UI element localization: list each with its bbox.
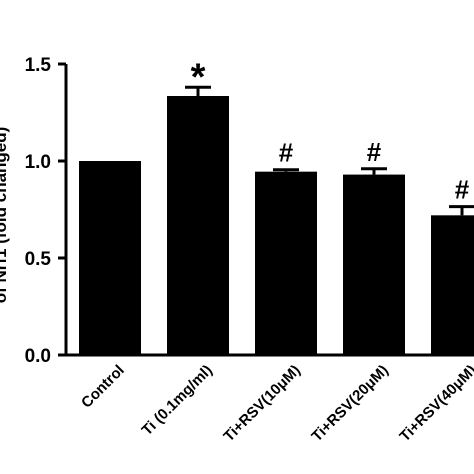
y-tick-label: 1.0 bbox=[25, 152, 51, 173]
x-tick-label: Control bbox=[78, 362, 128, 412]
bar bbox=[343, 174, 405, 355]
y-tick-label: 0.0 bbox=[25, 346, 51, 367]
significance-marker: # bbox=[367, 137, 382, 167]
y-axis-label: of Nrf1 (fold changed) bbox=[0, 127, 10, 304]
bars: * # # # bbox=[79, 56, 474, 355]
x-tick-label: Ti+RSV(20μM) bbox=[308, 362, 391, 445]
x-tick-label: Ti+RSV(40μM) bbox=[396, 362, 474, 445]
bar bbox=[167, 96, 229, 355]
bar bbox=[431, 215, 474, 355]
y-ticks: 0.0 0.5 1.0 1.5 bbox=[25, 55, 66, 367]
significance-marker: # bbox=[279, 138, 294, 168]
x-tick-label: Ti+RSV(10μM) bbox=[220, 362, 303, 445]
significance-marker: * bbox=[191, 56, 206, 98]
y-tick-label: 1.5 bbox=[25, 55, 52, 76]
significance-marker: # bbox=[455, 175, 470, 205]
bar bbox=[79, 161, 141, 355]
y-tick-label: 0.5 bbox=[25, 249, 52, 270]
x-tick-labels: Control Ti (0.1mg/ml) Ti+RSV(10μM) Ti+RSV(2… bbox=[78, 362, 474, 445]
x-tick-label: Ti (0.1mg/ml) bbox=[139, 362, 216, 439]
bar bbox=[255, 171, 317, 355]
